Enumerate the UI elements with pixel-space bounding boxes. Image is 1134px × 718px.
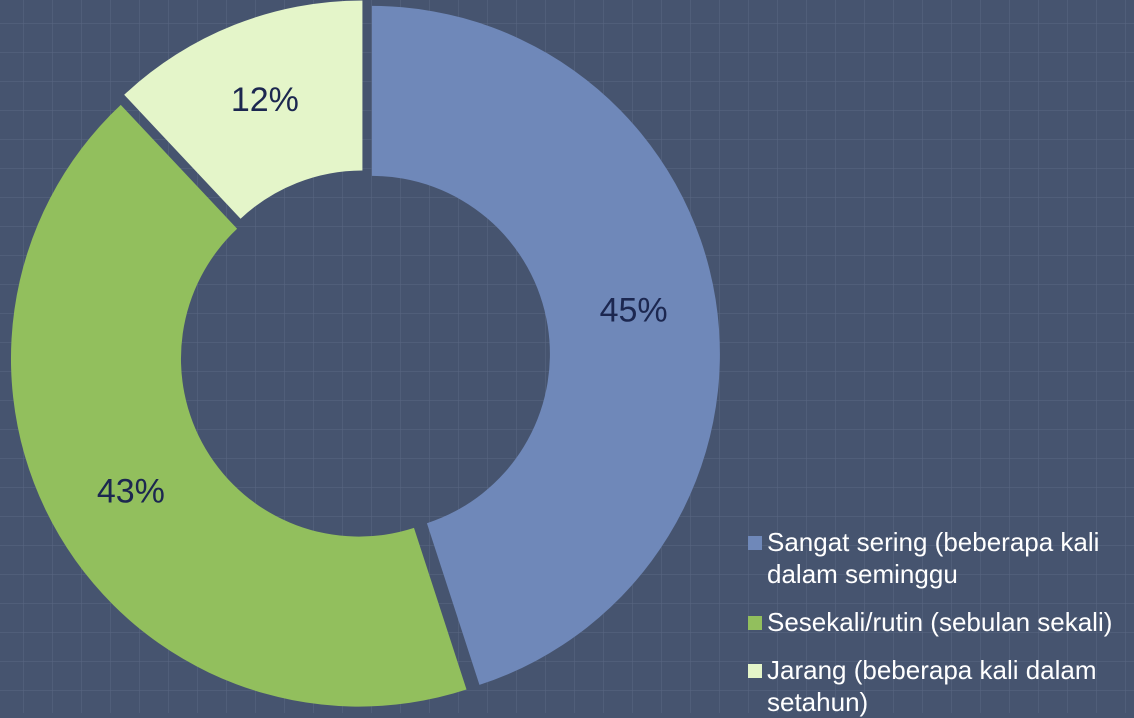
legend-label: Jarang (beberapa kali dalam setahun) (767, 655, 1097, 717)
legend: Sangat sering (beberapa kali dalam semin… (748, 526, 1130, 718)
legend-item: Sangat sering (beberapa kali dalam semin… (748, 526, 1130, 590)
legend-label: Sesekali/rutin (sebulan sekali) (767, 607, 1113, 637)
donut: 45% 43% 12% (10, 0, 720, 707)
legend-swatch (748, 664, 762, 678)
data-label: 45% (600, 291, 668, 329)
slice (124, 0, 363, 219)
legend-swatch (748, 536, 762, 550)
data-label: 43% (97, 472, 165, 510)
data-label: 12% (231, 81, 299, 119)
legend-item: Jarang (beberapa kali dalam setahun) (748, 654, 1130, 718)
legend-swatch (748, 616, 762, 630)
legend-label: Sangat sering (beberapa kali dalam semin… (767, 527, 1100, 589)
slice (371, 5, 720, 685)
legend-item: Sesekali/rutin (sebulan sekali) (748, 606, 1130, 638)
slice (10, 104, 467, 707)
